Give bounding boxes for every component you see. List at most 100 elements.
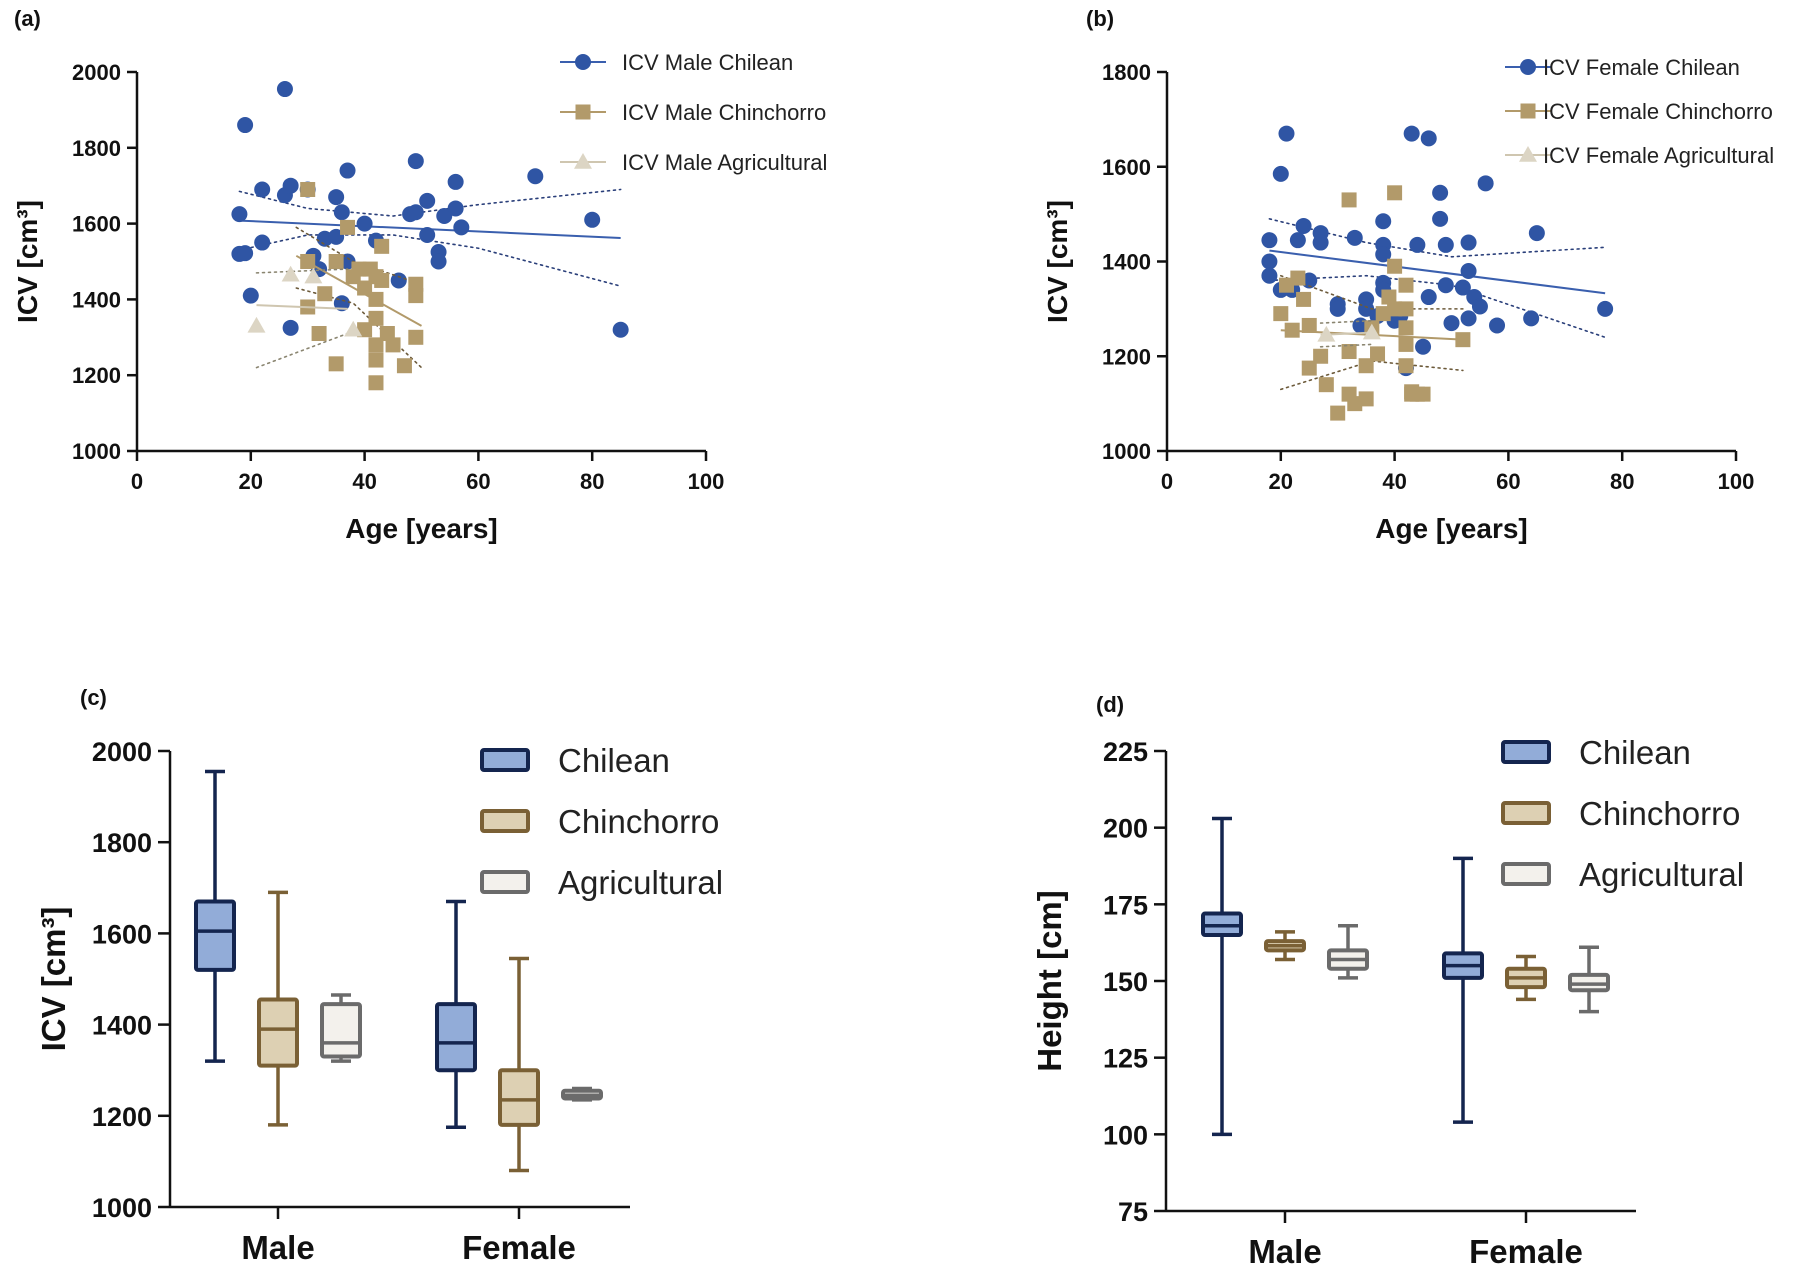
- data-point: [1415, 338, 1432, 355]
- legend-marker: [1520, 103, 1536, 119]
- box-plot: [257, 890, 299, 1127]
- data-point: [328, 189, 345, 206]
- box-plot: [1327, 924, 1369, 980]
- legend-entry: Chilean: [1579, 734, 1691, 771]
- data-point: [374, 272, 390, 288]
- data-point: [436, 208, 453, 225]
- legend: Chilean Chinchorro Agricultural: [1501, 734, 1744, 893]
- data-point: [237, 245, 254, 262]
- confidence-band-lower: [238, 234, 622, 287]
- data-point: [1381, 289, 1397, 305]
- legend-swatch: [480, 748, 530, 772]
- y-tick-label: 1800: [72, 136, 121, 161]
- data-point: [1432, 210, 1449, 227]
- series-2: [1317, 319, 1381, 348]
- data-point: [254, 234, 271, 251]
- data-point: [1528, 225, 1545, 242]
- data-point: [396, 358, 412, 374]
- y-tick-label: 225: [1103, 737, 1148, 767]
- data-point: [1403, 125, 1420, 142]
- x-tick-label: 0: [131, 469, 143, 494]
- panel-a: (a) 1000 1200 1400 1600 1800 2000 0 20 40 60 80 100 A…: [12, 6, 827, 544]
- data-point: [1362, 323, 1381, 340]
- y-tick-label: 1800: [1102, 60, 1151, 85]
- data-point: [1284, 322, 1300, 338]
- data-point: [304, 267, 323, 284]
- data-point: [1296, 291, 1312, 307]
- data-point: [1295, 217, 1312, 234]
- y-tick-label: 1600: [92, 919, 152, 949]
- data-point: [328, 254, 344, 269]
- box-plot: [1505, 954, 1547, 1002]
- data-point: [1387, 258, 1403, 274]
- x-axis-title: Age [years]: [345, 513, 498, 544]
- x-category-label-female: Female: [462, 1229, 576, 1266]
- legend-entry: Agricultural: [1579, 856, 1744, 893]
- data-point: [1460, 310, 1477, 327]
- confidence-band-lower: [1268, 274, 1606, 339]
- data-point: [1437, 277, 1454, 294]
- data-point: [453, 219, 470, 236]
- data-point: [1460, 234, 1477, 251]
- data-point: [1278, 125, 1295, 142]
- legend-marker: [575, 54, 591, 70]
- data-point: [1437, 236, 1454, 253]
- box-iqr: [320, 1002, 362, 1059]
- x-tick-label: 100: [1718, 469, 1755, 494]
- data-point: [430, 253, 447, 270]
- data-point: [374, 238, 390, 254]
- data-point: [1387, 301, 1403, 317]
- data-point: [368, 352, 384, 368]
- x-tick-label: 40: [352, 469, 376, 494]
- x-tick-label: 80: [1610, 469, 1634, 494]
- data-point: [247, 316, 266, 333]
- y-axis-title: ICV [cm³]: [35, 907, 72, 1052]
- data-point: [1358, 358, 1374, 374]
- data-point: [1420, 289, 1437, 306]
- data-point: [282, 319, 299, 336]
- y-axis-title: Height [cm]: [1031, 890, 1068, 1072]
- data-point: [408, 276, 424, 292]
- panel-label: (a): [14, 6, 41, 31]
- data-point: [1347, 396, 1363, 412]
- panel-label: (d): [1096, 692, 1124, 717]
- data-point: [408, 329, 424, 345]
- confidence-band-upper: [295, 226, 423, 286]
- x-tick-label: 60: [1496, 469, 1520, 494]
- data-point: [328, 356, 344, 372]
- data-point: [1301, 317, 1317, 333]
- panel-d: (d) 75 100 125 150 175 200 225 Male Female Height …: [1031, 692, 1744, 1270]
- data-point: [1318, 377, 1334, 393]
- y-tick-label: 1000: [72, 439, 121, 464]
- data-point: [1415, 386, 1431, 402]
- legend-marker: [574, 153, 592, 169]
- data-point: [231, 206, 248, 223]
- data-point: [281, 265, 300, 282]
- data-point: [584, 211, 601, 228]
- y-tick-label: 175: [1103, 890, 1148, 920]
- y-tick-label: 1400: [92, 1011, 152, 1041]
- panel-b: (b) 1000 1200 1400 1600 1800 0 20 40 60 80 100 Age […: [1042, 6, 1774, 544]
- x-category-label-male: Male: [241, 1229, 314, 1266]
- x-tick-label: 20: [239, 469, 263, 494]
- y-tick-label: 1400: [1102, 250, 1151, 275]
- box-plot: [435, 899, 477, 1129]
- data-point: [1375, 306, 1391, 322]
- data-point: [351, 261, 367, 277]
- regression-line: [1269, 249, 1606, 295]
- series-1: [295, 181, 424, 391]
- data-point: [1261, 232, 1278, 249]
- legend-swatch: [1501, 740, 1551, 764]
- confidence-band-upper: [1319, 319, 1373, 324]
- data-point: [1289, 232, 1306, 249]
- y-tick-label: 1000: [92, 1193, 152, 1223]
- data-point: [1375, 213, 1392, 230]
- data-point: [407, 153, 424, 170]
- legend-entry: Chilean: [558, 742, 670, 779]
- y-tick-label: 125: [1103, 1044, 1148, 1074]
- box-iqr: [435, 1002, 477, 1073]
- y-tick-label: 2000: [92, 737, 152, 767]
- data-point: [311, 326, 327, 342]
- series-chinchorro: [257, 890, 540, 1173]
- box-plot: [498, 956, 540, 1173]
